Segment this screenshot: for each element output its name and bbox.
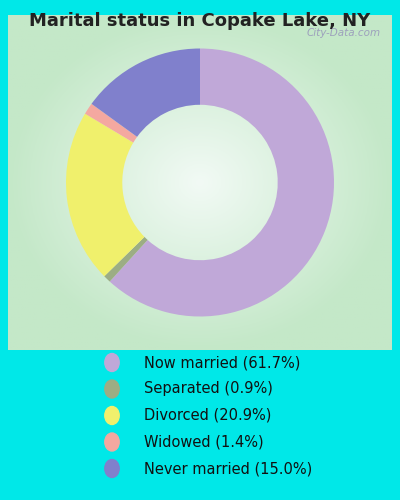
Wedge shape	[66, 114, 144, 276]
Text: City-Data.com: City-Data.com	[306, 28, 380, 38]
Text: Never married (15.0%): Never married (15.0%)	[144, 461, 312, 476]
Text: Separated (0.9%): Separated (0.9%)	[144, 382, 273, 396]
Wedge shape	[110, 48, 334, 316]
Text: Now married (61.7%): Now married (61.7%)	[144, 355, 300, 370]
Text: Divorced (20.9%): Divorced (20.9%)	[144, 408, 271, 423]
Wedge shape	[85, 104, 137, 142]
Text: Marital status in Copake Lake, NY: Marital status in Copake Lake, NY	[29, 12, 371, 30]
Wedge shape	[92, 48, 200, 137]
Wedge shape	[104, 237, 148, 282]
Text: Widowed (1.4%): Widowed (1.4%)	[144, 434, 264, 450]
